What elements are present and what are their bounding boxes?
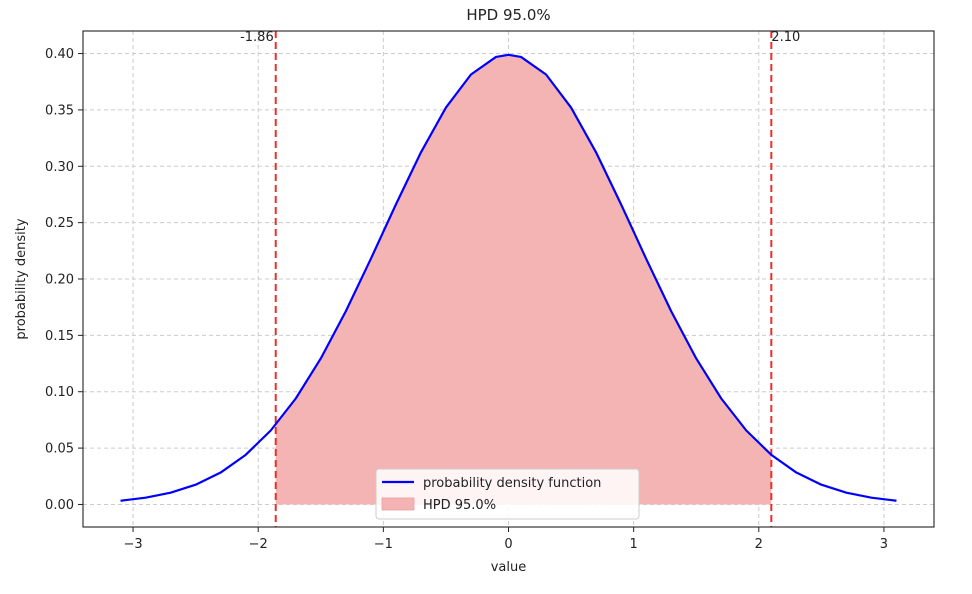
legend-label-pdf: probability density function [423,476,601,491]
y-axis-label: probability density [14,218,29,339]
legend-label-hpd: HPD 95.0% [423,498,496,513]
y-tick-label: 0.35 [45,103,74,118]
x-tick-label: 3 [880,537,888,552]
y-tick-label: 0.20 [45,273,74,288]
hpd-bound-label: -1.86 [240,30,274,45]
x-tick-label: 0 [504,537,512,552]
x-tick-label: 2 [755,537,763,552]
y-tick-label: 0.00 [45,498,74,513]
x-tick-label: 1 [630,537,638,552]
legend-hpd-swatch [381,497,415,511]
x-tick-label: −1 [374,537,393,552]
x-axis-label: value [491,560,527,575]
legend: probability density function HPD 95.0% [375,468,640,520]
y-tick-label: 0.10 [45,385,74,400]
x-axis-ticks: −3 −2 −1 0 1 2 3 [123,527,888,552]
y-tick-label: 0.25 [45,216,74,231]
y-tick-label: 0.40 [45,47,74,62]
x-tick-label: −3 [123,537,142,552]
y-axis-ticks: 0.00 0.05 0.10 0.15 0.20 0.25 0.30 0.35 0.40 [45,47,83,513]
hpd-bounds: -1.86 2.10 [240,30,800,527]
x-tick-label: −2 [249,537,268,552]
y-tick-label: 0.30 [45,160,74,175]
pdf-line [120,53,897,502]
legend-box [375,468,640,520]
chart-title: HPD 95.0% [466,6,550,24]
y-tick-label: 0.05 [45,442,74,457]
hpd-fill-area [275,54,772,505]
y-tick-label: 0.15 [45,329,74,344]
hpd-bound-label: 2.10 [771,30,800,45]
